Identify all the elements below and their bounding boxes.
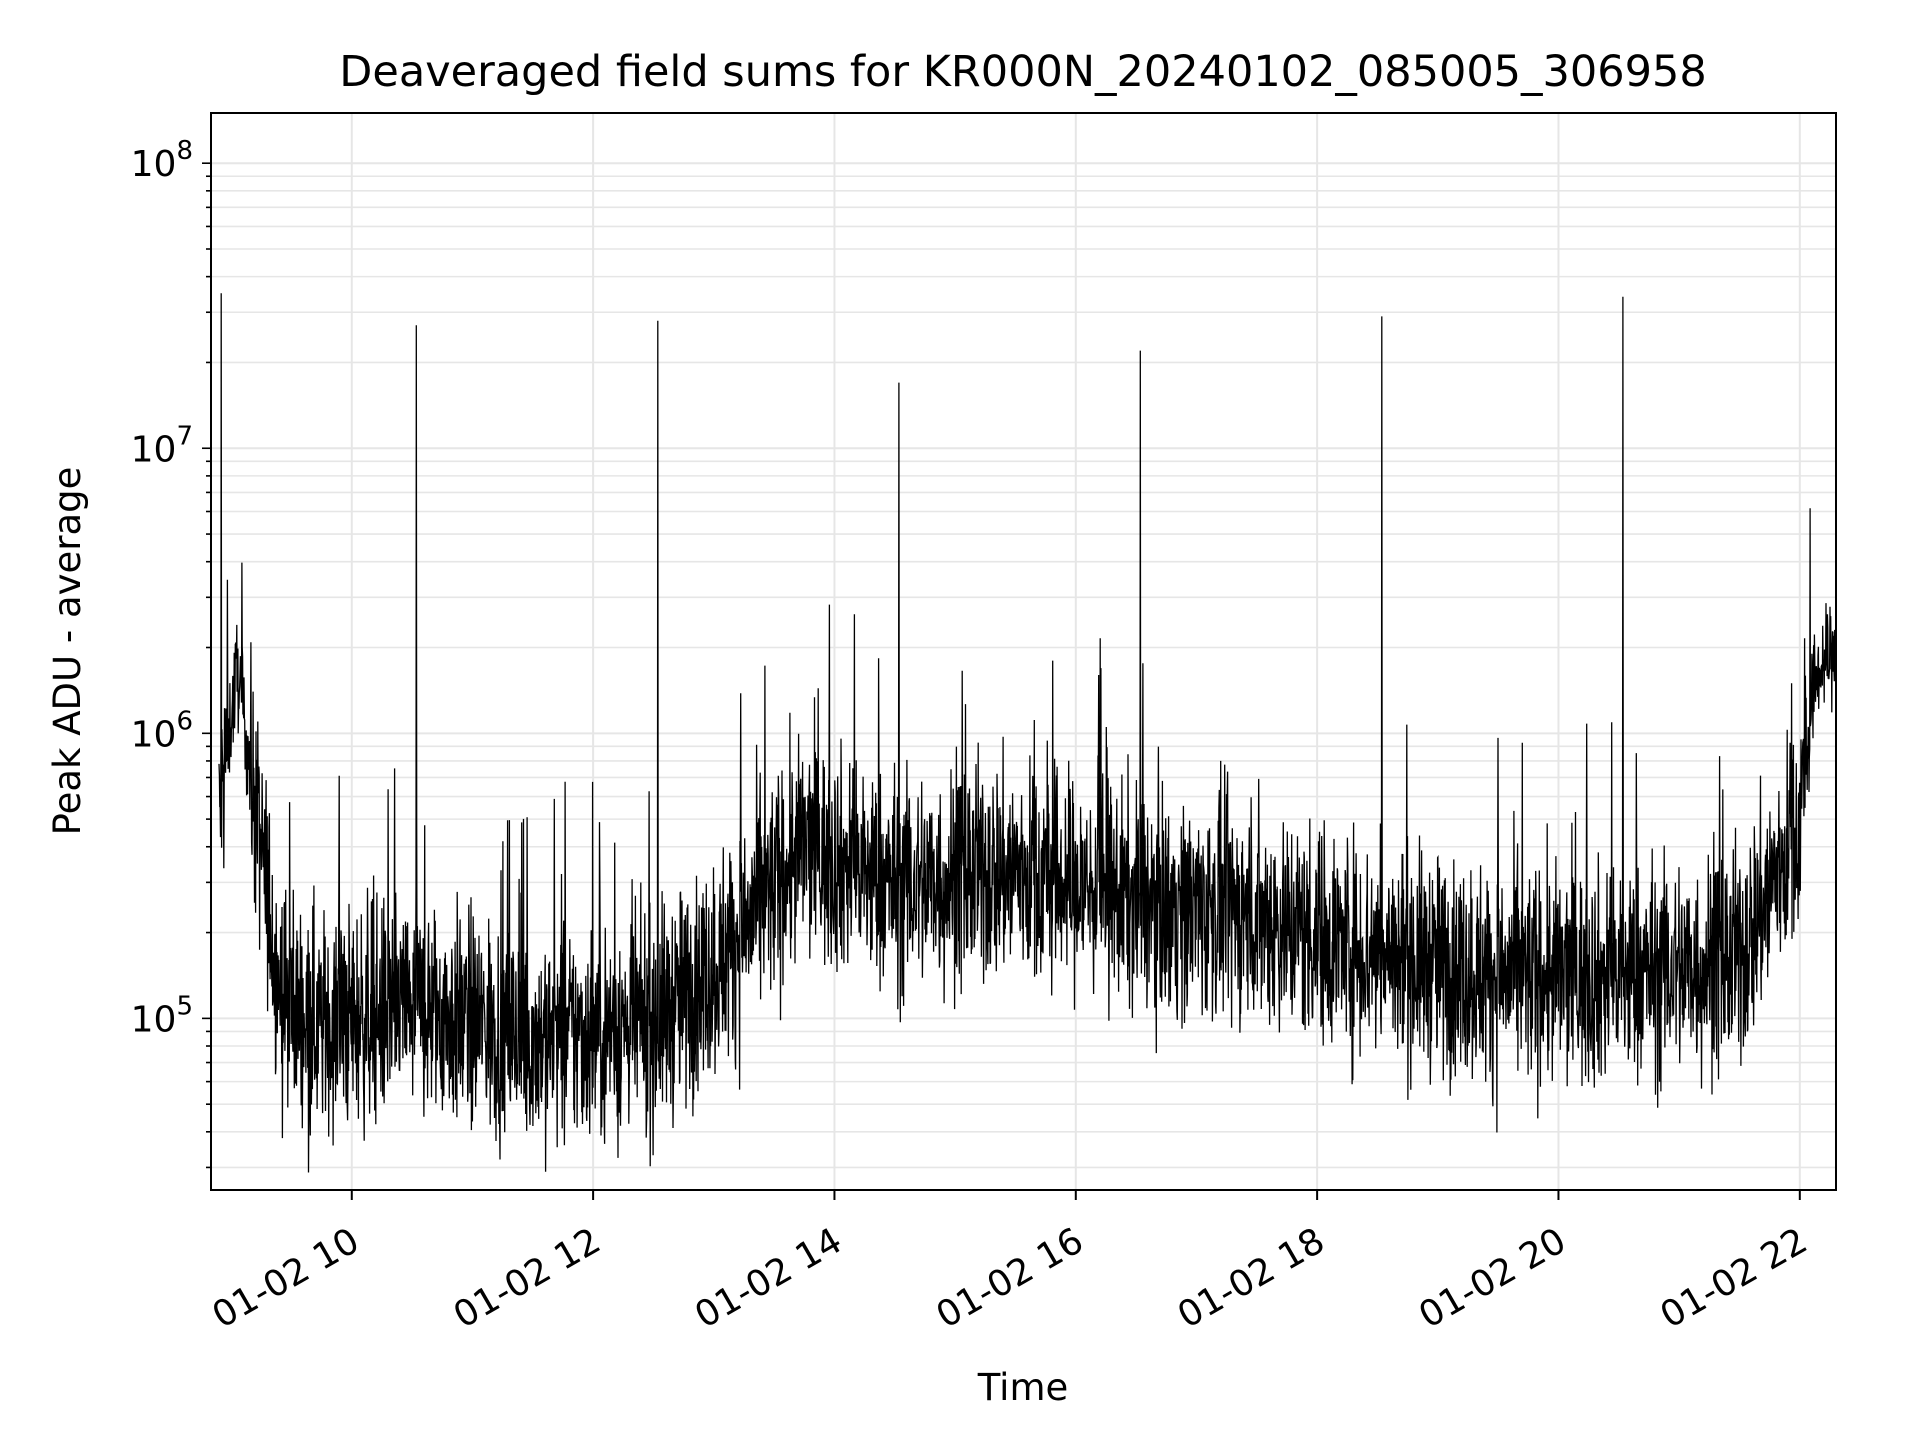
data-layer	[218, 293, 1837, 1173]
chart-title: Deaveraged field sums for KR000N_2024010…	[339, 47, 1706, 97]
y-tick-label: 107	[131, 421, 193, 470]
y-tick-label: 105	[131, 991, 193, 1040]
y-tick-label: 106	[131, 706, 193, 755]
y-tick-label: 108	[131, 136, 193, 185]
x-axis-label: Time	[977, 1366, 1069, 1409]
y-axis-label: Peak ADU - average	[46, 467, 89, 836]
plot-frame	[210, 112, 1837, 1191]
series-line	[218, 293, 1837, 1173]
